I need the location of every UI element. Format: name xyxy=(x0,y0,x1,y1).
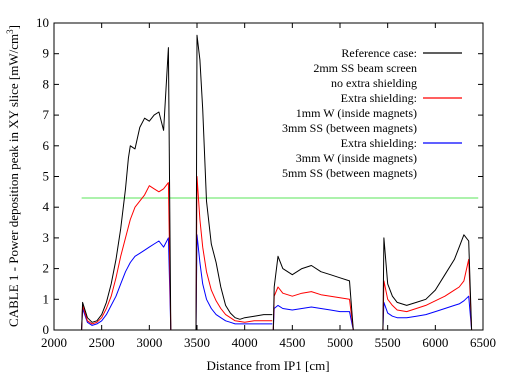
series-2-segment-2 xyxy=(195,176,273,331)
series-1-segment-2 xyxy=(195,34,273,331)
y-tick-label: 4 xyxy=(43,199,50,214)
series-3-segment-3 xyxy=(272,304,354,331)
y-tick-label: 9 xyxy=(43,46,50,61)
legend-label: no extra shielding xyxy=(331,76,417,90)
y-axis: 0 1 2 3 4 5 6 7 8 9 10 xyxy=(36,15,483,337)
x-axis-title: Distance from IP1 [cm] xyxy=(206,358,329,373)
series-1-segment-4 xyxy=(382,234,473,331)
y-tick-label: 7 xyxy=(43,107,50,122)
x-tick-label: 5000 xyxy=(327,335,353,350)
x-tick-label: 3000 xyxy=(136,335,162,350)
series-3-segment-1 xyxy=(81,237,172,331)
x-tick-label: 4500 xyxy=(279,335,305,350)
legend-label: 1mm W (inside magnets) xyxy=(296,106,417,120)
x-tick-label: 5500 xyxy=(375,335,401,350)
y-axis-title-suffix: ] xyxy=(6,25,21,29)
y-tick-label: 6 xyxy=(43,138,50,153)
y-tick-label: 5 xyxy=(43,169,50,184)
y-axis-title-main: CABLE 1 - Power deposition peak in XY sl… xyxy=(6,34,21,327)
x-tick-label: 4000 xyxy=(232,335,258,350)
y-tick-label: 1 xyxy=(43,291,50,306)
x-tick-label: 6000 xyxy=(422,335,448,350)
plot-area xyxy=(53,22,484,331)
series-2-segment-3 xyxy=(272,286,354,331)
legend-label: Reference case: xyxy=(341,46,417,60)
series-1-segment-3 xyxy=(272,255,354,331)
series-3-segment-2 xyxy=(195,234,273,331)
x-tick-label: 2000 xyxy=(41,335,67,350)
x-tick-label: 6500 xyxy=(470,335,496,350)
series-layer xyxy=(81,34,473,331)
y-tick-label: 10 xyxy=(36,15,49,30)
legend-label: 5mm SS (between magnets) xyxy=(282,166,417,180)
legend-label: 2mm SS beam screen xyxy=(313,61,417,75)
legend-label: Extra shielding: xyxy=(341,136,417,150)
x-tick-label: 2500 xyxy=(89,335,115,350)
y-axis-title-superscript: 3 xyxy=(5,29,15,34)
y-tick-label: 3 xyxy=(43,230,50,245)
legend-label: Extra shielding: xyxy=(341,91,417,105)
x-tick-label: 3500 xyxy=(184,335,210,350)
y-axis-title: CABLE 1 - Power deposition peak in XY sl… xyxy=(5,25,21,327)
x-axis: 2000 2500 3000 3500 4000 4500 5000 5500 6000 6500 xyxy=(41,23,496,350)
y-tick-label: 8 xyxy=(43,76,50,91)
series-2-segment-1 xyxy=(81,182,172,331)
series-2-segment-4 xyxy=(382,258,473,331)
series-3-segment-4 xyxy=(382,295,473,331)
y-tick-label: 0 xyxy=(43,322,50,337)
legend-label: 3mm SS (between magnets) xyxy=(282,121,417,135)
y-tick-label: 2 xyxy=(43,261,50,276)
legend-label: 3mm W (inside magnets) xyxy=(296,151,417,165)
series-1-segment-1 xyxy=(81,47,172,331)
